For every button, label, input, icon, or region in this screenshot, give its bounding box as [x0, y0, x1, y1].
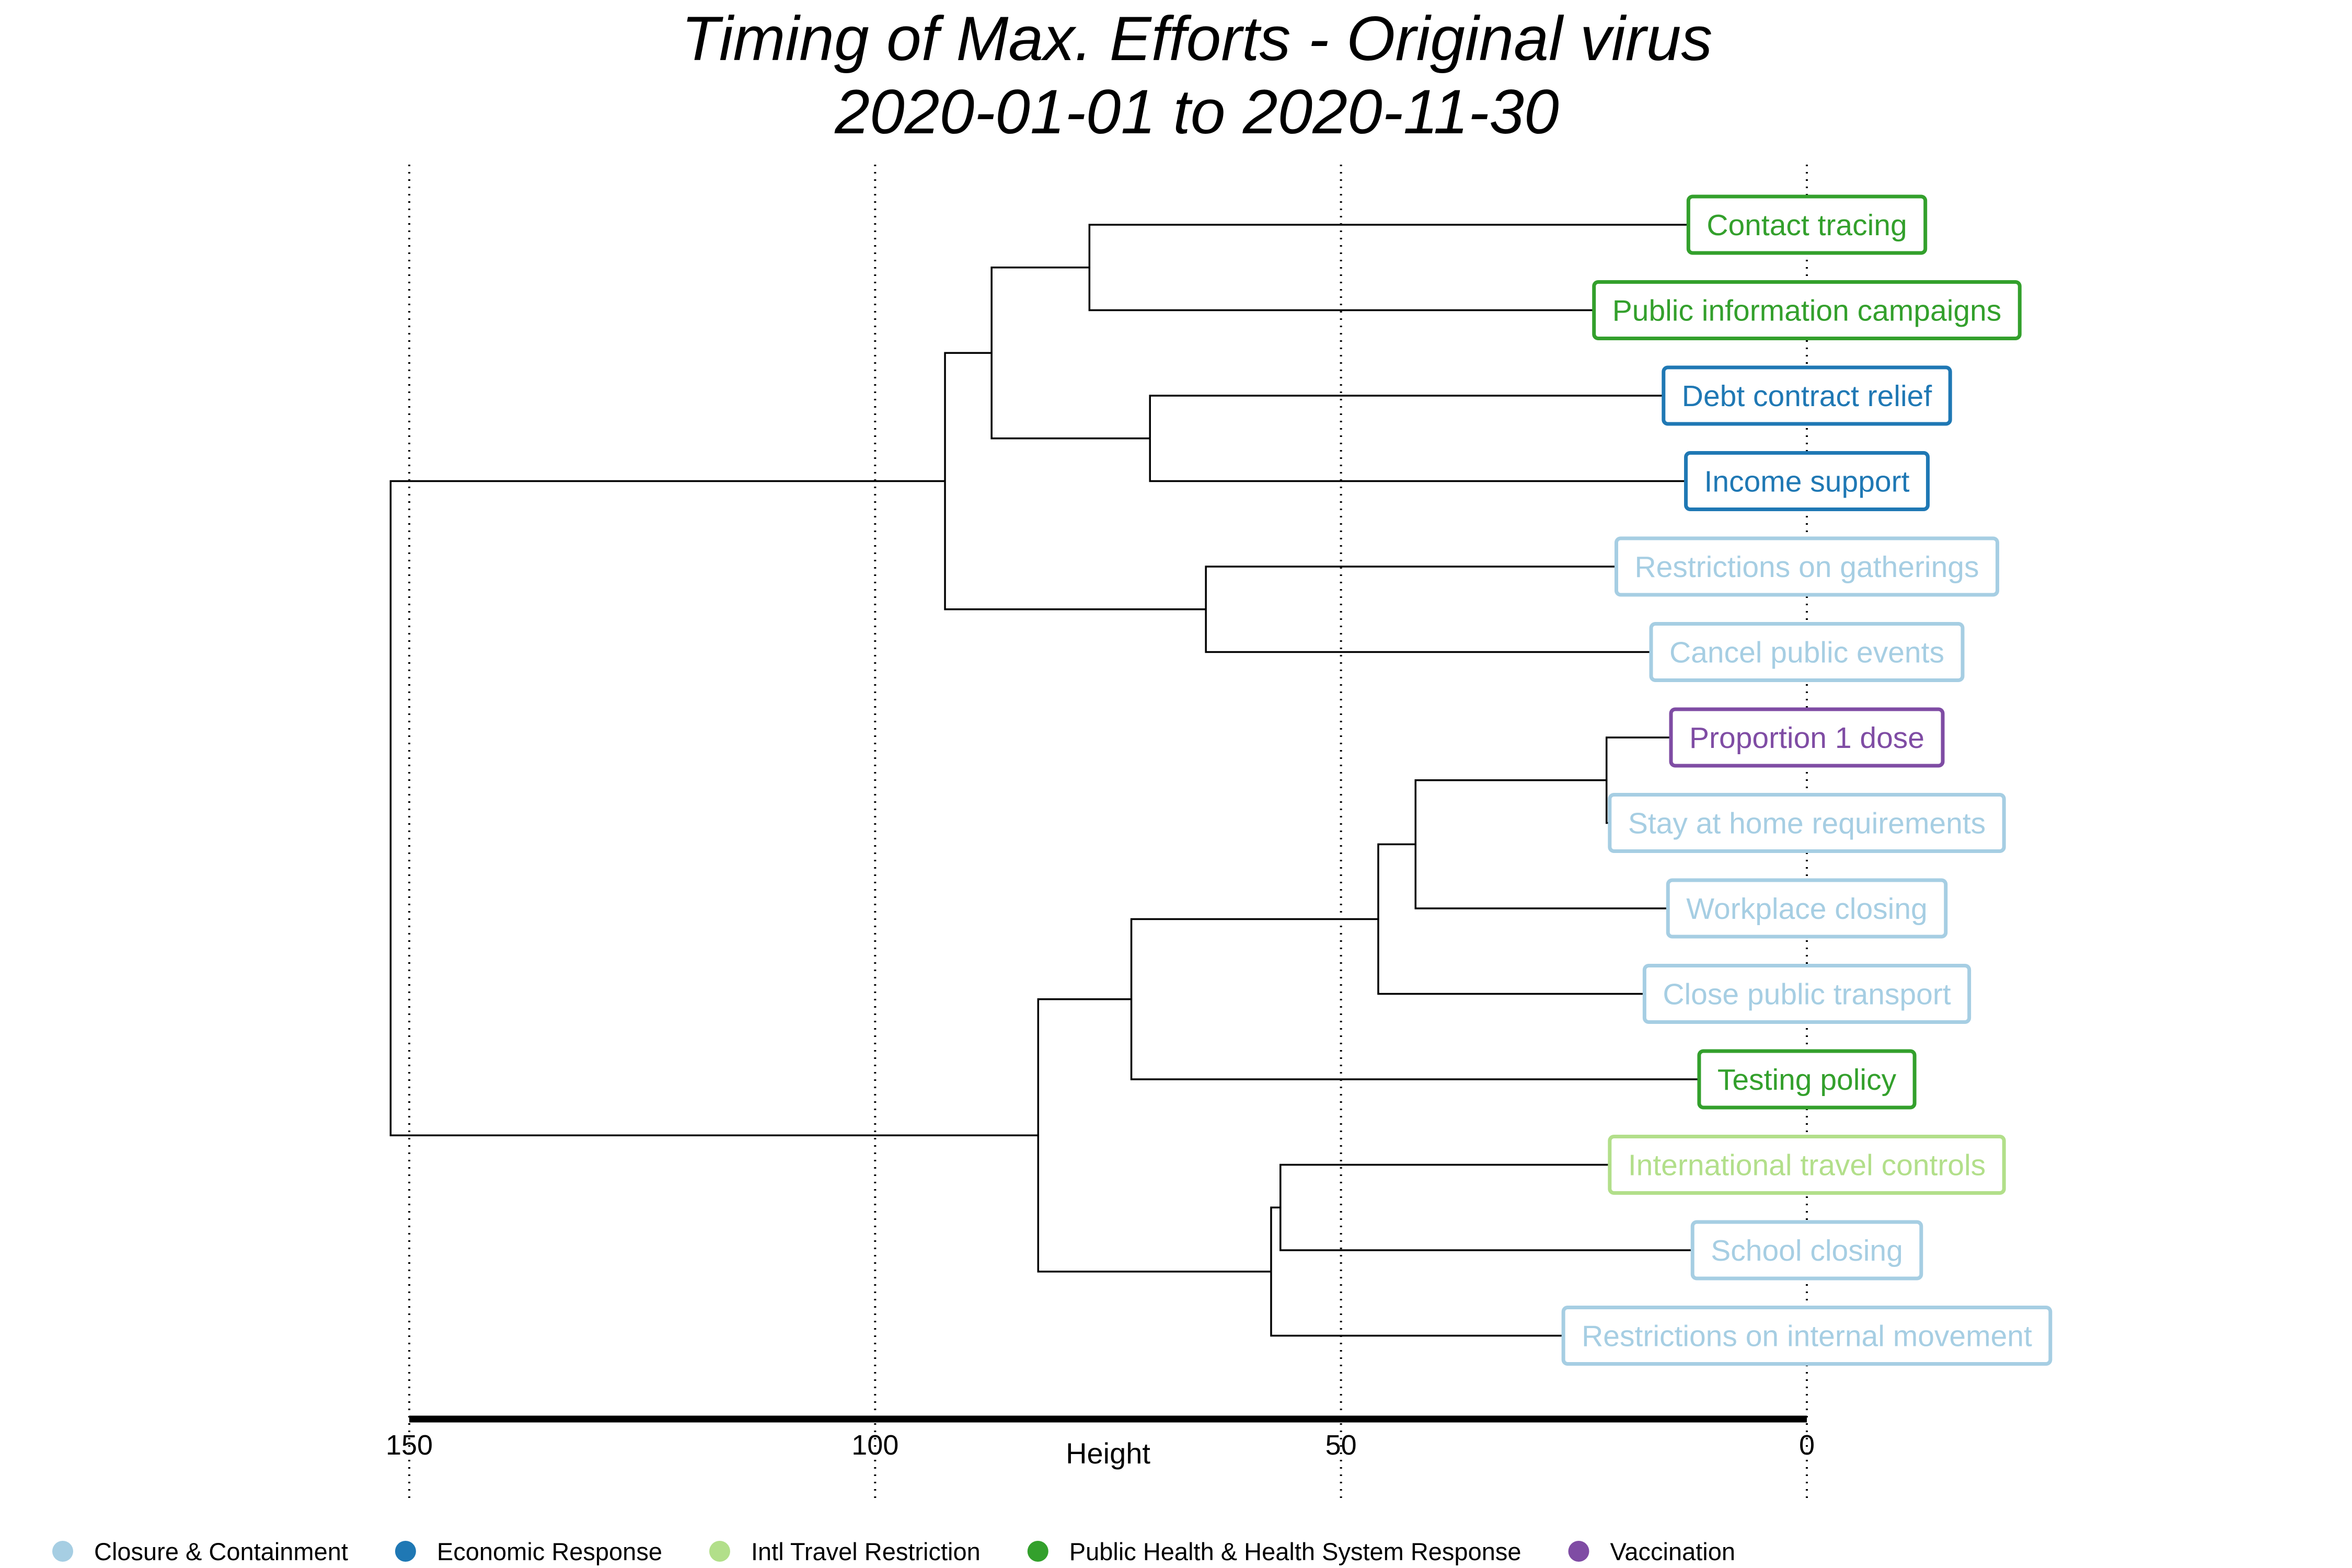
- legend-swatch: [395, 1541, 416, 1562]
- leaf-label-box: [1669, 707, 1945, 768]
- leaf-label-box: [1686, 194, 1928, 255]
- x-tick-label-50: 50: [1325, 1429, 1357, 1461]
- leaf-label-text: Workplace closing: [1686, 892, 1927, 926]
- leaf-label-box: [1561, 1306, 2053, 1366]
- x-tick-label-100: 100: [851, 1429, 898, 1461]
- leaf-label-text: Proportion 1 dose: [1689, 721, 1924, 755]
- legend-label: Intl Travel Restriction: [751, 1538, 981, 1565]
- chart-subtitle: 2020-01-01 to 2020-11-30: [834, 77, 1559, 147]
- legend-swatch: [1568, 1541, 1589, 1562]
- leaf-label-box: [1662, 365, 1952, 426]
- branch-merge-2: [990, 267, 1150, 440]
- legend-item-vaccination: Vaccination: [1568, 1538, 1736, 1565]
- leaf-label-box: [1690, 1220, 1923, 1281]
- leaf-label-text: Restrictions on internal movement: [1582, 1320, 2032, 1353]
- leaf-label-text: International travel controls: [1628, 1149, 1986, 1182]
- leaf-label-box: [1608, 793, 2006, 853]
- dendrogram-branches: [389, 224, 1807, 1337]
- leaf-1: Public information campaigns: [1592, 280, 2022, 340]
- legend-label: Vaccination: [1610, 1538, 1736, 1565]
- leaf-label-text: Stay at home requirements: [1628, 807, 1986, 840]
- leaf-6: Proportion 1 dose: [1669, 707, 1945, 768]
- leaf-7: Stay at home requirements: [1608, 793, 2006, 853]
- legend-label: Closure & Containment: [94, 1538, 348, 1565]
- legend-swatch: [1027, 1541, 1048, 1562]
- legend-item-health: Public Health & Health System Response: [1027, 1538, 1521, 1565]
- leaf-label-text: Restrictions on gatherings: [1634, 550, 1979, 584]
- branch-merge-10: [1270, 1206, 1807, 1337]
- leaf-label-text: Public information campaigns: [1612, 294, 2002, 328]
- legend: Closure & Containment Economic Response In…: [52, 1538, 1735, 1565]
- leaf-label-box: [1697, 1049, 1917, 1110]
- branch-merge-11: [1037, 998, 1271, 1273]
- leaf-5: Cancel public events: [1649, 622, 1965, 682]
- leaf-label-box: [1649, 622, 1965, 682]
- x-tick-label-0: 0: [1799, 1429, 1815, 1461]
- leaf-label-text: Income support: [1704, 465, 1910, 499]
- leaf-label-box: [1614, 536, 2000, 597]
- legend-swatch: [52, 1541, 73, 1562]
- leaf-10: Testing policy: [1697, 1049, 1917, 1110]
- branch-merge-0: [1088, 224, 1807, 312]
- legend-item-economic: Economic Response: [395, 1538, 662, 1565]
- leaf-0: Contact tracing: [1686, 194, 1928, 255]
- legend-label: Public Health & Health System Response: [1069, 1538, 1521, 1565]
- leaf-label-box: [1592, 280, 2022, 340]
- leaf-9: Close public transport: [1642, 964, 1971, 1024]
- leaf-label-box: [1608, 1135, 2006, 1195]
- leaf-11: International travel controls: [1608, 1135, 2006, 1195]
- branch-merge-8: [1130, 918, 1807, 1080]
- legend-item-closure: Closure & Containment: [52, 1538, 348, 1565]
- leaf-label-text: Contact tracing: [1707, 209, 1907, 242]
- legend-swatch: [709, 1541, 730, 1562]
- leaf-label-text: Debt contract relief: [1682, 379, 1932, 413]
- leaf-12: School closing: [1690, 1220, 1923, 1281]
- leaf-13: Restrictions on internal movement: [1561, 1306, 2053, 1366]
- leaf-label-text: Close public transport: [1663, 978, 1951, 1011]
- grid-lines: [408, 165, 1808, 1500]
- leaf-label-box: [1642, 964, 1971, 1024]
- leaf-labels: Contact tracing Public information campai…: [1561, 194, 2053, 1366]
- legend-label: Economic Response: [437, 1538, 662, 1565]
- x-axis-title: Height: [1066, 1437, 1150, 1470]
- leaf-label-text: School closing: [1711, 1234, 1903, 1267]
- leaf-8: Workplace closing: [1666, 878, 1948, 939]
- branch-merge-12: [389, 480, 1039, 1137]
- x-tick-label-150: 150: [386, 1429, 433, 1461]
- leaf-label-box: [1666, 878, 1948, 939]
- legend-item-travel: Intl Travel Restriction: [709, 1538, 981, 1565]
- leaf-label-text: Cancel public events: [1669, 636, 1944, 670]
- leaf-label-box: [1684, 451, 1930, 511]
- chart-title: Timing of Max. Efforts - Original virus: [682, 4, 1713, 74]
- leaf-2: Debt contract relief: [1662, 365, 1952, 426]
- x-axis: 150 100 50 0: [386, 1415, 1815, 1461]
- leaf-3: Income support: [1684, 451, 1930, 511]
- leaf-label-text: Testing policy: [1717, 1063, 1897, 1097]
- leaf-4: Restrictions on gatherings: [1614, 536, 2000, 597]
